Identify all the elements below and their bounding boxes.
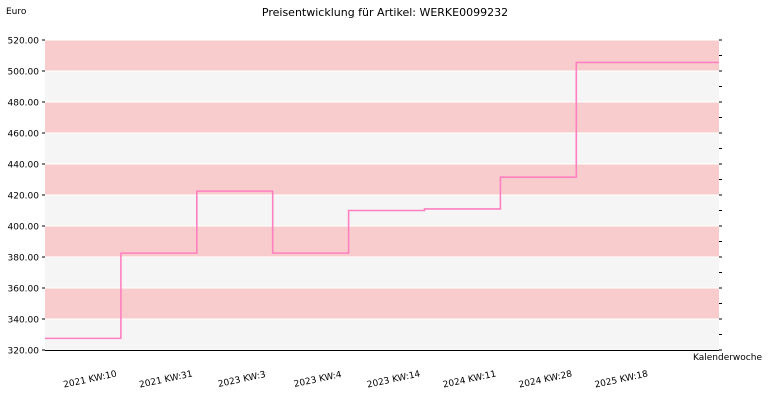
- y-tick-label: 360.00: [8, 285, 40, 295]
- x-tick-label: 2025 KW:18: [594, 369, 649, 390]
- x-tick-label: 2023 KW:3: [217, 370, 267, 390]
- plot-band: [45, 133, 719, 164]
- y-tick-label: 320.00: [8, 347, 40, 357]
- y-tick-label: 420.00: [8, 192, 40, 202]
- series-layer: [45, 61, 719, 340]
- price-step-line: [45, 61, 719, 340]
- plot-band: [45, 164, 719, 195]
- y-axis-label: Euro: [6, 7, 27, 17]
- y-tick-label: 460.00: [8, 130, 40, 140]
- y-tick-label: 480.00: [8, 99, 40, 109]
- plot-band: [45, 288, 719, 319]
- y-tick-label: 340.00: [8, 316, 40, 326]
- x-axis-label: Kalenderwoche: [693, 353, 762, 363]
- x-tick-label: 2024 KW:11: [442, 370, 497, 391]
- chart-title: Preisentwicklung für Artikel: WERKE00992…: [262, 6, 508, 19]
- plot-band: [45, 257, 719, 288]
- x-tick-label: 2023 KW:14: [366, 369, 421, 390]
- x-tick-label: 2021 KW:31: [138, 370, 193, 391]
- y-tick-label: 520.00: [8, 37, 40, 47]
- plot-bands: [45, 39, 719, 351]
- plot-band: [45, 71, 719, 102]
- plot-band: [45, 319, 719, 350]
- y-axis: 320.00 340.00 360.00 380.00 400.00 420.00 440.…: [8, 37, 722, 357]
- plot-band: [45, 102, 719, 133]
- y-tick-label: 440.00: [8, 161, 40, 171]
- y-tick-label: 400.00: [8, 223, 40, 233]
- x-tick-label: 2023 KW:4: [293, 370, 343, 390]
- x-tick-label: 2021 KW:10: [63, 369, 118, 390]
- y-tick-label: 500.00: [8, 68, 40, 78]
- y-tick-label: 380.00: [8, 254, 40, 264]
- plot-band: [45, 40, 719, 71]
- x-axis: 2021 KW:10 2021 KW:31 2023 KW:3 2023 KW:4 20…: [45, 350, 719, 391]
- x-tick-label: 2024 KW:28: [518, 369, 573, 390]
- plot-band: [45, 226, 719, 257]
